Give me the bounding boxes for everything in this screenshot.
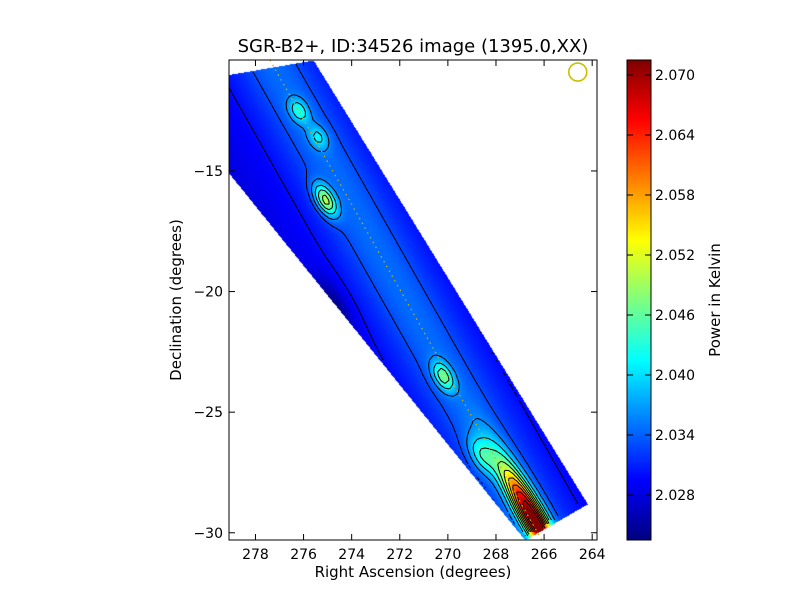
x-tick-label: 278 — [242, 547, 269, 563]
x-tick-label: 264 — [579, 547, 606, 563]
y-tick-label: −20 — [193, 285, 223, 301]
beam-marker — [567, 62, 588, 82]
colorbar: 2.028 2.034 2.040 2.046 2.052 2.058 2.064 2.070… — [626, 59, 724, 541]
colorbar-tick-label: 2.070 — [655, 68, 695, 84]
chart-title: SGR-B2+, ID:34526 image (1395.0,XX) — [238, 36, 589, 57]
plot-area — [229, 60, 597, 540]
x-axis-label: Right Ascension (degrees) — [315, 563, 512, 581]
contour-level — [252, 63, 559, 517]
intensity-map — [229, 60, 597, 540]
x-tick-label: 274 — [338, 547, 365, 563]
x-tick-label: 266 — [531, 547, 558, 563]
contour-level — [318, 189, 550, 537]
contour-level — [522, 499, 544, 533]
contour-lines — [229, 63, 579, 537]
colorbar-tick-label: 2.034 — [655, 428, 695, 444]
x-tick-label: 272 — [386, 547, 413, 563]
colorbar-tick-label: 2.052 — [655, 248, 695, 264]
x-tick-label: 270 — [435, 547, 462, 563]
contour-level — [322, 194, 550, 535]
x-tick-label: 268 — [483, 547, 510, 563]
colorbar-frame — [626, 59, 652, 541]
contour-level — [512, 484, 546, 533]
y-axis-label: Declination (degrees) — [167, 219, 185, 381]
y-tick-label: −30 — [193, 526, 223, 542]
plot-frame — [228, 59, 598, 541]
y-tick-label: −15 — [193, 164, 223, 180]
colorbar-tick-label: 2.058 — [655, 188, 695, 204]
colorbar-tick-label: 2.040 — [655, 368, 695, 384]
contour-level — [508, 477, 547, 533]
y-axis-ticks: −15 −20 −25 −30 — [193, 164, 597, 542]
colorbar-tick-label: 2.064 — [655, 128, 695, 144]
colorbar-gradient — [627, 60, 651, 540]
contour-level — [516, 491, 546, 533]
x-tick-label: 276 — [290, 547, 317, 563]
colorbar-tick-label: 2.028 — [655, 488, 695, 504]
ridge-line — [269, 60, 543, 540]
contour-level — [503, 469, 549, 533]
contour-level — [285, 94, 556, 525]
x-axis-ticks: 278 276 274 272 270 268 266 264 — [242, 60, 606, 563]
y-tick-label: −25 — [193, 405, 223, 421]
contour-level — [291, 101, 552, 537]
colorbar-label: Power in Kelvin — [706, 243, 724, 357]
colorbar-tick-label: 2.046 — [655, 308, 695, 324]
colorbar-ticks: 2.028 2.034 2.040 2.046 2.052 2.058 2.064 2.070 — [627, 68, 695, 504]
